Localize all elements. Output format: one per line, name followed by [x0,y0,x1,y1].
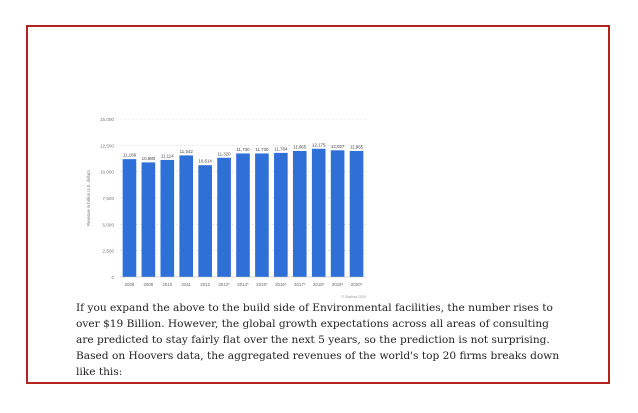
bar-value-label: 11,114 [161,153,174,158]
bar-value-label: 11,189 [123,153,137,158]
y-tick-label: 15,000 [100,117,114,122]
bar [217,157,231,277]
x-tick-label: 2017* [294,282,306,287]
y-tick-label: 7,500 [103,196,115,201]
x-tick-label: 2009 [143,282,153,287]
bar-value-label: 12,027 [331,144,345,149]
y-tick-label: 2,500 [103,249,115,254]
x-tick-label: 2018* [313,282,325,287]
y-tick-label: 0 [111,275,114,280]
bar-value-label: 11,784 [274,146,288,151]
bar-value-label: 11,542 [180,149,194,154]
y-tick-label: 5,000 [103,222,115,227]
bar [330,150,345,277]
bar [160,159,175,277]
x-tick-label: 2008 [125,282,135,287]
bar [311,148,326,277]
content-frame: 0 2,500 5,000 7,500 10,000 12,500 15,000 Revenu… [26,25,610,384]
bar-value-label: 11,730 [255,147,269,152]
revenue-bar-chart: 0 2,500 5,000 7,500 10,000 12,500 15,000 Revenu… [72,111,372,301]
x-tick-label: 2020* [351,282,363,287]
x-tick-label: 2019* [332,282,344,287]
bar [349,150,364,277]
bar-value-label: 11,965 [293,144,307,149]
source-note: © Statista 2019 [341,295,366,299]
x-tick-label: 2011 [182,282,192,287]
y-tick-label: 10,000 [100,170,114,175]
chart-svg: 0 2,500 5,000 7,500 10,000 12,500 15,000 Revenu… [86,117,366,299]
bar-value-label: 10,880 [142,156,156,161]
bar-value-label: 11,320 [218,151,232,156]
x-tick-label: 2013* [218,282,230,287]
y-axis-label: Revenue in billion U.S. dollars [86,170,91,226]
x-tick-label: 2016* [275,282,287,287]
x-tick-label: 2010 [162,282,172,287]
bar-value-label: 11,965 [350,144,364,149]
x-tick-label: 2014* [237,282,249,287]
x-tick-label: 2012 [200,282,210,287]
bar [179,155,194,277]
body-paragraph: If you expand the above to the build sid… [76,302,560,378]
bar [292,150,307,277]
bar [198,165,212,277]
bar [255,153,269,277]
bar-value-label: 10,614 [198,159,212,164]
bar [122,159,137,277]
bar-value-label: 12,175 [312,142,326,147]
y-tick-label: 12,500 [100,143,114,148]
bar-value-label: 11,730 [236,147,250,152]
bar [274,152,288,277]
bar [236,153,250,277]
bar [141,162,156,277]
x-tick-label: 2015* [256,282,268,287]
